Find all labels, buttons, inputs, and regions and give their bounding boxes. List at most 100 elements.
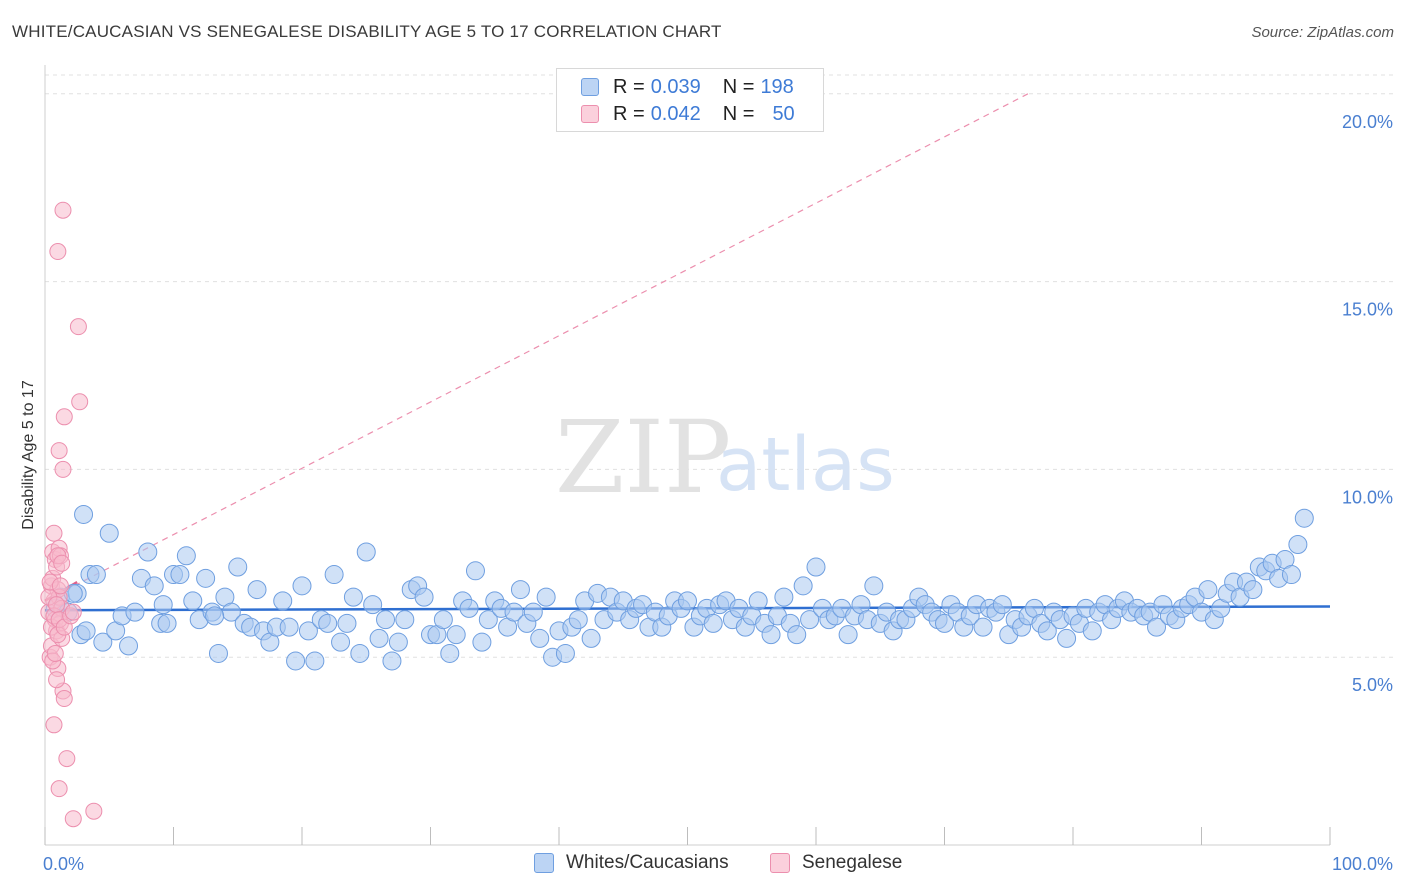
white-point — [125, 602, 145, 622]
white-point — [337, 613, 357, 633]
senegalese-point — [46, 644, 64, 662]
white-point — [465, 561, 485, 581]
white-point — [433, 610, 453, 630]
white-point — [1198, 580, 1218, 600]
senegalese-point — [53, 554, 71, 572]
blue-swatch-icon — [581, 78, 599, 96]
legend-item-whites[interactable]: Whites/Caucasians — [534, 852, 729, 874]
tick-labels: 5.0% 10.0% 15.0% 20.0% 0.0% 100.0% — [43, 112, 1393, 874]
blue-swatch-icon — [534, 853, 554, 873]
white-point — [459, 598, 479, 618]
white-point — [196, 568, 216, 588]
x-tick-label: 0.0% — [43, 854, 84, 874]
data-points — [40, 201, 1314, 828]
white-point — [1281, 565, 1301, 585]
y-axis-label: Disability Age 5 to 17 — [20, 380, 37, 530]
white-point — [864, 576, 884, 596]
senegalese-point — [55, 408, 73, 426]
white-point — [703, 613, 723, 633]
white-point — [356, 542, 376, 562]
senegalese-point — [48, 596, 66, 614]
white-point — [331, 632, 351, 652]
senegalese-point — [64, 603, 82, 621]
senegalese-point — [55, 690, 73, 708]
watermark-zip: ZIP — [555, 399, 731, 516]
white-point — [76, 621, 96, 641]
senegalese-point — [45, 716, 63, 734]
white-point — [305, 651, 325, 671]
white-point — [838, 625, 858, 645]
white-point — [208, 643, 228, 663]
white-point — [363, 595, 383, 615]
white-point — [793, 576, 813, 596]
senegalese-point — [50, 780, 68, 798]
white-point — [530, 628, 550, 648]
white-point — [774, 587, 794, 607]
chart-title: WHITE/CAUCASIAN VS SENEGALESE DISABILITY… — [12, 22, 722, 41]
axes — [44, 65, 1331, 846]
white-point — [935, 613, 954, 633]
white-point — [555, 643, 575, 663]
white-point — [1288, 535, 1308, 555]
white-point — [350, 643, 370, 663]
white-point — [761, 625, 781, 645]
n-value: 50 — [772, 102, 795, 125]
white-point — [523, 602, 543, 622]
white-point — [1294, 508, 1314, 528]
white-point — [414, 587, 434, 607]
white-point — [395, 610, 415, 630]
white-point — [440, 643, 460, 663]
white-point — [86, 565, 106, 585]
senegalese-point — [54, 201, 72, 219]
white-point — [99, 523, 119, 543]
white-point — [992, 595, 1012, 615]
white-point — [581, 628, 601, 648]
white-point — [446, 625, 466, 645]
r-label: R = — [613, 75, 645, 98]
white-point — [388, 632, 408, 652]
source-label: Source: ZipAtlas.com — [1251, 24, 1394, 41]
n-value: 198 — [760, 75, 794, 98]
senegalese-point — [71, 393, 89, 411]
r-label: R = — [613, 102, 645, 125]
white-point — [478, 610, 498, 630]
senegalese-point — [54, 460, 72, 478]
watermark-atlas: atlas — [716, 422, 895, 508]
white-point — [279, 617, 299, 637]
white-point — [183, 591, 203, 611]
white-point — [678, 591, 697, 611]
white-point — [298, 621, 318, 641]
n-label: N = — [722, 75, 755, 98]
white-point — [74, 504, 94, 524]
legend-label: Senegalese — [802, 852, 903, 873]
r-value: 0.039 — [650, 75, 701, 98]
legend-item-senegalese[interactable]: Senegalese — [770, 852, 902, 874]
white-point — [748, 591, 768, 611]
white-point — [170, 565, 190, 585]
watermark: ZIP atlas — [555, 399, 895, 516]
white-point — [806, 557, 826, 577]
stats-row-senegalese: R = 0.042 N = 50 — [581, 100, 795, 128]
white-point — [787, 625, 807, 645]
white-point — [1082, 621, 1102, 641]
senegalese-point — [69, 318, 87, 336]
white-point — [1147, 617, 1167, 637]
white-point — [1243, 580, 1263, 600]
white-point — [292, 576, 312, 596]
trend-line-senegalese-extrapolated — [44, 93, 1029, 602]
white-point — [153, 595, 173, 615]
white-point — [382, 651, 402, 671]
white-point — [247, 580, 267, 600]
white-point — [343, 587, 363, 607]
x-tick-label: 100.0% — [1332, 854, 1393, 874]
white-point — [157, 613, 177, 633]
stats-legend: R = 0.039 N = 198 R = 0.042 N = 50 — [556, 68, 824, 132]
y-tick-label: 10.0% — [1342, 487, 1393, 507]
pink-swatch-icon — [770, 853, 790, 873]
white-point — [205, 606, 225, 626]
y-tick-label: 5.0% — [1352, 675, 1393, 695]
senegalese-point — [48, 671, 66, 689]
white-point — [376, 610, 396, 630]
senegalese-point — [51, 577, 69, 595]
